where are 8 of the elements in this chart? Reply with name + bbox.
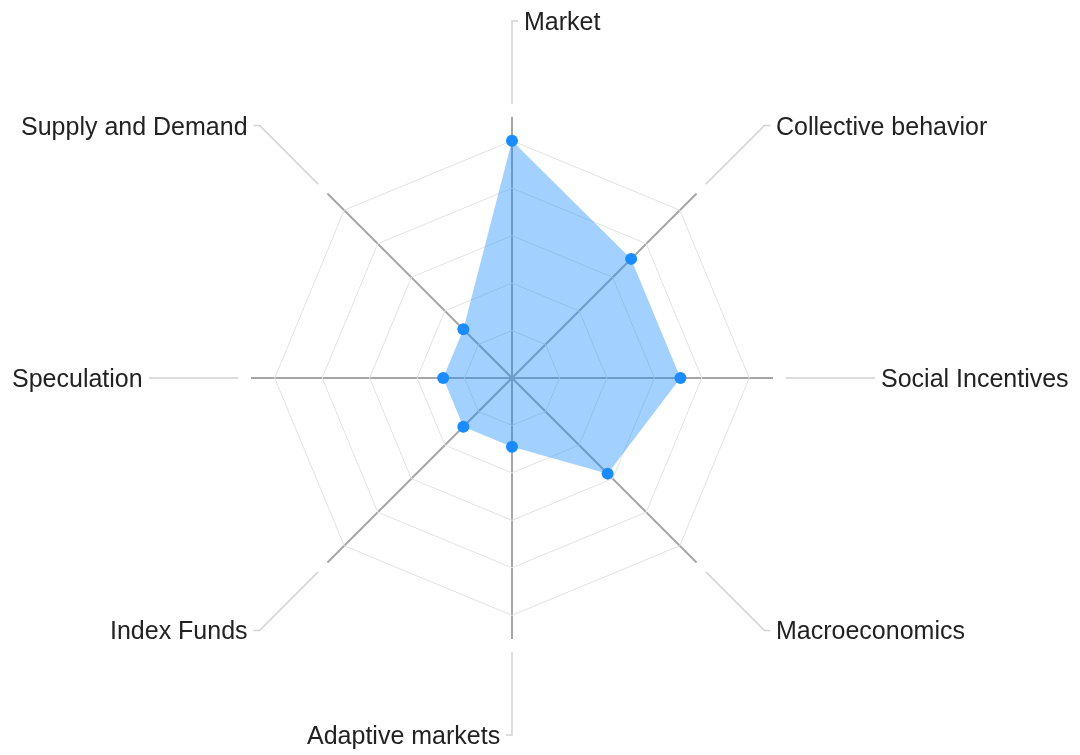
spoke-label: Social Incentives <box>881 364 1069 392</box>
spoke-label: Supply and Demand <box>21 112 248 140</box>
spoke-label: Index Funds <box>110 616 248 644</box>
spoke-label: Adaptive markets <box>307 721 501 749</box>
spoke-label: Market <box>524 7 601 35</box>
spoke-label: Collective behavior <box>776 112 988 140</box>
spoke-label: Macroeconomics <box>776 616 965 644</box>
spoke-label: Speculation <box>12 364 143 392</box>
